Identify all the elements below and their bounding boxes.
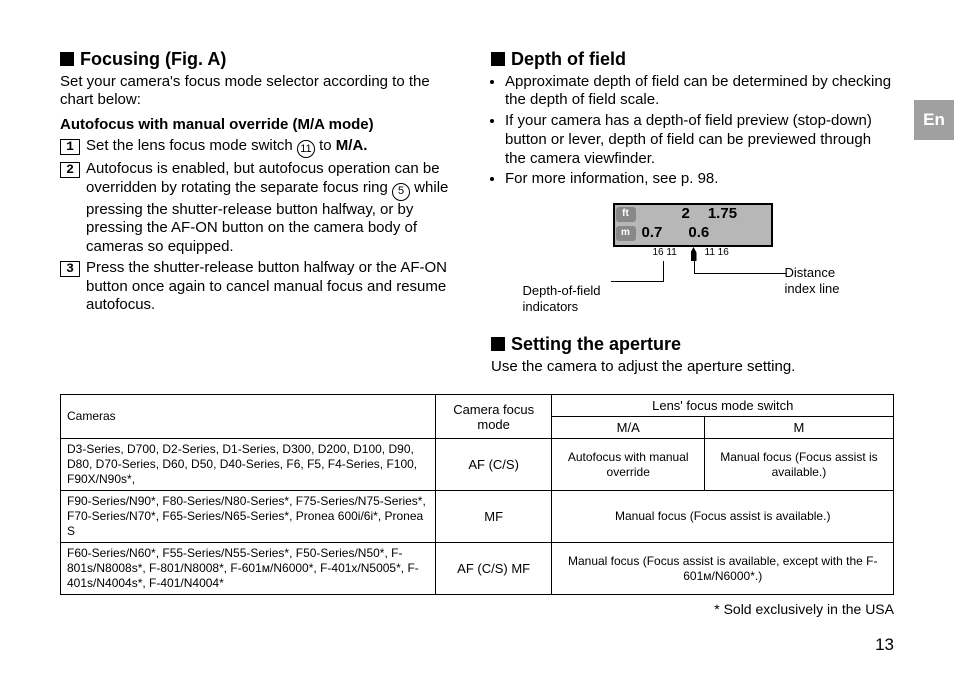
col-lens-switch: Lens' focus mode switch: [552, 395, 894, 417]
table-body: D3-Series, D700, D2-Series, D1-Series, D…: [61, 439, 894, 595]
table-row: F90-Series/N90*, F80-Series/N80-Series*,…: [61, 491, 894, 543]
col-ma: M/A: [552, 417, 704, 439]
right-column: Depth of field Approximate depth of fiel…: [491, 48, 894, 376]
cell-cameras: D3-Series, D700, D2-Series, D1-Series, D…: [61, 439, 436, 491]
focus-mode-table-wrap: Cameras Camera focus mode Lens' focus mo…: [60, 394, 894, 617]
cell-mode: AF (C/S) MF: [435, 543, 552, 595]
leader-line: [694, 253, 695, 273]
ma-mode-steps: 1 Set the lens focus mode switch 11 to M…: [60, 137, 463, 315]
table-header: Cameras Camera focus mode Lens' focus mo…: [61, 395, 894, 439]
dof-bullet-3: For more information, see p. 98.: [505, 170, 894, 189]
col-m: M: [704, 417, 893, 439]
ft-scale-row: ft 2 1.75: [613, 205, 773, 224]
cell-mode: MF: [435, 491, 552, 543]
cell-cameras: F90-Series/N90*, F80-Series/N80-Series*,…: [61, 491, 436, 543]
manual-page: En Focusing (Fig. A) Set your camera's f…: [0, 0, 954, 677]
leader-line: [694, 273, 786, 274]
m-scale-row: m 0.7 0.6: [613, 224, 773, 243]
col-camera-mode: Camera focus mode: [435, 395, 552, 439]
table-row: F60-Series/N60*, F55-Series/N55-Series*,…: [61, 543, 894, 595]
circled-11-icon: 11: [297, 140, 315, 158]
step-2-text: Autofocus is enabled, but autofocus oper…: [86, 160, 463, 257]
leader-line: [663, 261, 664, 281]
cell-ma: Autofocus with manual override: [552, 439, 704, 491]
focusing-heading-text: Focusing (Fig. A): [80, 49, 226, 69]
step-1: 1 Set the lens focus mode switch 11 to M…: [60, 137, 463, 159]
square-bullet-icon: [491, 337, 505, 351]
step-1-text: Set the lens focus mode switch 11 to M/A…: [86, 137, 463, 159]
focusing-heading: Focusing (Fig. A): [60, 48, 463, 71]
distance-scale-diagram: ft 2 1.75 m 0.7 0.6 16 11 11 16: [523, 203, 863, 323]
aperture-text: Use the camera to adjust the aperture se…: [491, 358, 894, 377]
dof-indicators-label: Depth-of-field indicators: [523, 283, 623, 314]
cell-m: Manual focus (Focus assist is available.…: [704, 439, 893, 491]
step-3: 3 Press the shutter-release button halfw…: [60, 259, 463, 315]
cell-cameras: F60-Series/N60*, F55-Series/N55-Series*,…: [61, 543, 436, 595]
step-number-icon: 2: [60, 162, 80, 178]
dof-heading: Depth of field: [491, 48, 894, 71]
step-3-text: Press the shutter-release button halfway…: [86, 259, 463, 315]
dof-bullet-list: Approximate depth of field can be determ…: [491, 73, 894, 190]
m-badge: m: [616, 226, 636, 241]
step-number-icon: 3: [60, 261, 80, 277]
circled-5-icon: 5: [392, 183, 410, 201]
step-2: 2 Autofocus is enabled, but autofocus op…: [60, 160, 463, 257]
table-footnote: * Sold exclusively in the USA: [60, 601, 894, 617]
page-number: 13: [875, 635, 894, 655]
cell-mode: AF (C/S): [435, 439, 552, 491]
two-column-layout: Focusing (Fig. A) Set your camera's focu…: [60, 48, 894, 376]
square-bullet-icon: [60, 52, 74, 66]
focusing-intro: Set your camera's focus mode selector ac…: [60, 73, 463, 111]
aperture-heading-text: Setting the aperture: [511, 334, 681, 354]
focus-mode-table: Cameras Camera focus mode Lens' focus mo…: [60, 394, 894, 595]
square-bullet-icon: [491, 52, 505, 66]
leader-line: [611, 281, 664, 282]
cell-combined: Manual focus (Focus assist is available,…: [552, 543, 894, 595]
ft-badge: ft: [616, 207, 636, 222]
step-number-icon: 1: [60, 139, 80, 155]
cell-combined: Manual focus (Focus assist is available.…: [552, 491, 894, 543]
aperture-heading: Setting the aperture: [491, 333, 894, 356]
dof-heading-text: Depth of field: [511, 49, 626, 69]
dof-bullet-2: If your camera has a depth-of field prev…: [505, 112, 894, 168]
table-row: D3-Series, D700, D2-Series, D1-Series, D…: [61, 439, 894, 491]
dof-bullet-1: Approximate depth of field can be determ…: [505, 73, 894, 111]
distance-index-label: Distance index line: [785, 265, 865, 296]
col-cameras: Cameras: [61, 395, 436, 439]
ma-mode-subheading: Autofocus with manual override (M/A mode…: [60, 116, 463, 135]
left-column: Focusing (Fig. A) Set your camera's focu…: [60, 48, 463, 376]
language-tab: En: [914, 100, 954, 140]
